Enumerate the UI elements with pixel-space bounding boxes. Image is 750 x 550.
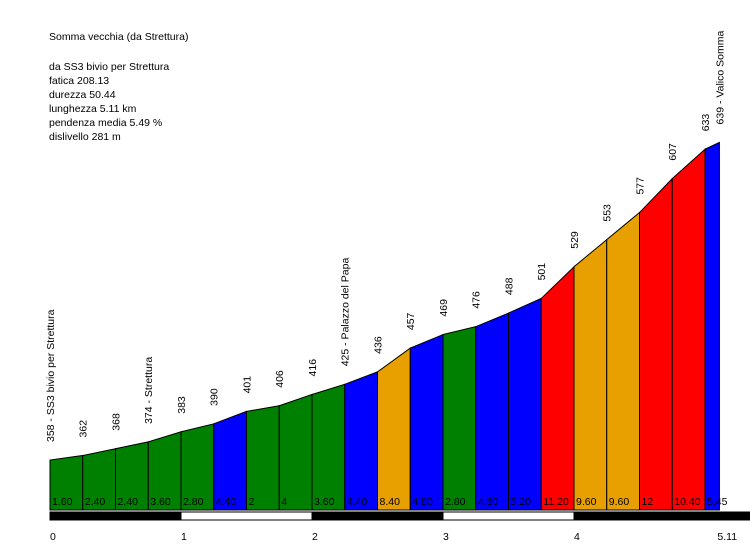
elevation-label: 406 — [274, 370, 286, 388]
km-scale-bar — [180, 511, 313, 521]
elevation-label: 425 - Palazzo del Papa — [340, 258, 352, 367]
segment-grade-label: 2 — [249, 496, 255, 508]
profile-segment — [344, 371, 378, 511]
segment-grade-label: 3.60 — [150, 496, 171, 508]
elevation-label: 488 — [504, 277, 516, 295]
elevation-label: 374 - Strettura — [143, 357, 155, 424]
segment-grade-label: 3.60 — [314, 496, 335, 508]
elevation-label: 501 — [536, 263, 548, 281]
pendenza-info: pendenza media 5.49 % — [49, 117, 163, 129]
profile-segment — [475, 312, 509, 511]
elevation-label: 529 — [569, 231, 581, 249]
elevation-label: 607 — [667, 143, 679, 161]
elevation-label: 362 — [78, 420, 90, 438]
x-tick-label: 4 — [574, 531, 580, 543]
elevation-label: 358 - SS3 bivio per Strettura — [45, 309, 57, 442]
segment-grade-label: 12 — [642, 496, 654, 508]
profile-segment — [540, 265, 575, 511]
x-tick-label: 3 — [443, 531, 449, 543]
x-tick-label: 1 — [181, 531, 187, 543]
durezza-info: durezza 50.44 — [49, 89, 116, 101]
segment-grade-label: 10.40 — [674, 496, 700, 508]
profile-segment — [442, 326, 477, 511]
segment-grade-label: 2.80 — [445, 496, 466, 508]
segment-grade-label: 4.40 — [216, 496, 237, 508]
profile-segment — [311, 383, 346, 511]
profile-segment — [278, 393, 313, 511]
x-tick-label: 2 — [312, 531, 318, 543]
chart-title: Somma vecchia (da Strettura) — [49, 31, 189, 43]
elevation-label: 368 — [111, 413, 123, 431]
x-tick-label: 5.11 — [717, 531, 737, 543]
segment-grade-label: 2.40 — [118, 496, 139, 508]
profile-segment — [508, 297, 542, 511]
elevation-label: 401 — [242, 376, 254, 394]
elevation-label: 390 — [209, 388, 221, 406]
segment-grade-label: 4.40 — [347, 496, 368, 508]
profile-segment — [377, 347, 411, 511]
segment-grade-label: 5.45 — [707, 496, 728, 508]
km-scale-bar — [311, 511, 444, 521]
segment-grade-label: 9.60 — [609, 496, 630, 508]
elevation-label: 436 — [373, 336, 385, 354]
x-tick-label: 0 — [50, 531, 56, 543]
profile-segment — [409, 333, 444, 511]
dislivello-info: dislivello 281 m — [49, 131, 121, 143]
segment-grade-label: 11.20 — [543, 496, 569, 508]
profile-segment — [573, 238, 608, 511]
profile-segment — [704, 141, 720, 511]
elevation-label: 639 - Valico Somma — [714, 31, 726, 125]
elevation-label: 383 — [176, 396, 188, 414]
segment-grade-label: 9.60 — [576, 496, 597, 508]
km-scale-bar — [442, 511, 575, 521]
elevation-label: 553 — [602, 204, 614, 222]
fatica-info: fatica 208.13 — [49, 75, 110, 87]
segment-grade-label: 1.60 — [52, 496, 73, 508]
elevation-label: 577 — [635, 177, 647, 195]
segment-grade-label: 2.40 — [85, 496, 106, 508]
profile-segment — [639, 177, 673, 511]
segment-grade-label: 4 — [281, 496, 287, 508]
lunghezza-info: lunghezza 5.11 km — [49, 103, 137, 115]
elevation-label: 633 — [700, 114, 712, 132]
segment-grade-label: 2.80 — [183, 496, 204, 508]
segment-grade-label: 5.20 — [511, 496, 532, 508]
elevation-label: 476 — [471, 291, 483, 309]
profile-segment — [246, 405, 280, 511]
km-scale-bar — [49, 511, 182, 521]
start-point-info: da SS3 bivio per Strettura — [49, 61, 170, 73]
segment-grade-label: 8.40 — [380, 496, 401, 508]
elevation-label: 416 — [307, 359, 319, 377]
km-scale-bar — [573, 511, 750, 521]
elevation-label: 469 — [438, 299, 450, 317]
segment-grade-label: 4.80 — [478, 496, 499, 508]
profile-segment — [671, 148, 706, 511]
segment-grade-label: 4.80 — [412, 496, 433, 508]
profile-segment — [606, 211, 640, 511]
elevation-label: 457 — [405, 312, 417, 330]
